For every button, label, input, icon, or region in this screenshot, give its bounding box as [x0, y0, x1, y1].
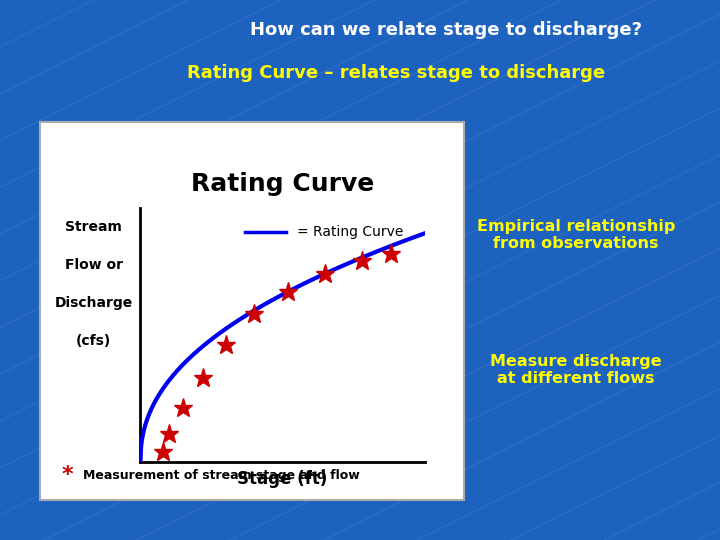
Text: Stream: Stream [66, 220, 122, 234]
Text: Discharge: Discharge [55, 296, 132, 310]
Text: (cfs): (cfs) [76, 334, 111, 348]
Legend: = Rating Curve: = Rating Curve [239, 220, 410, 245]
Text: How can we relate stage to discharge?: How can we relate stage to discharge? [251, 21, 642, 39]
Text: Empirical relationship
from observations: Empirical relationship from observations [477, 219, 675, 251]
Bar [40, 122, 464, 500]
Text: Measure discharge
at different flows: Measure discharge at different flows [490, 354, 662, 386]
Text: Rating Curve – relates stage to discharge: Rating Curve – relates stage to discharg… [187, 64, 605, 82]
X-axis label: Stage (ft): Stage (ft) [238, 470, 328, 488]
Text: Measurement of stream stage and flow: Measurement of stream stage and flow [83, 469, 359, 482]
Text: *: * [61, 465, 73, 485]
Title: Rating Curve: Rating Curve [191, 172, 374, 196]
Text: Flow or: Flow or [65, 258, 122, 272]
